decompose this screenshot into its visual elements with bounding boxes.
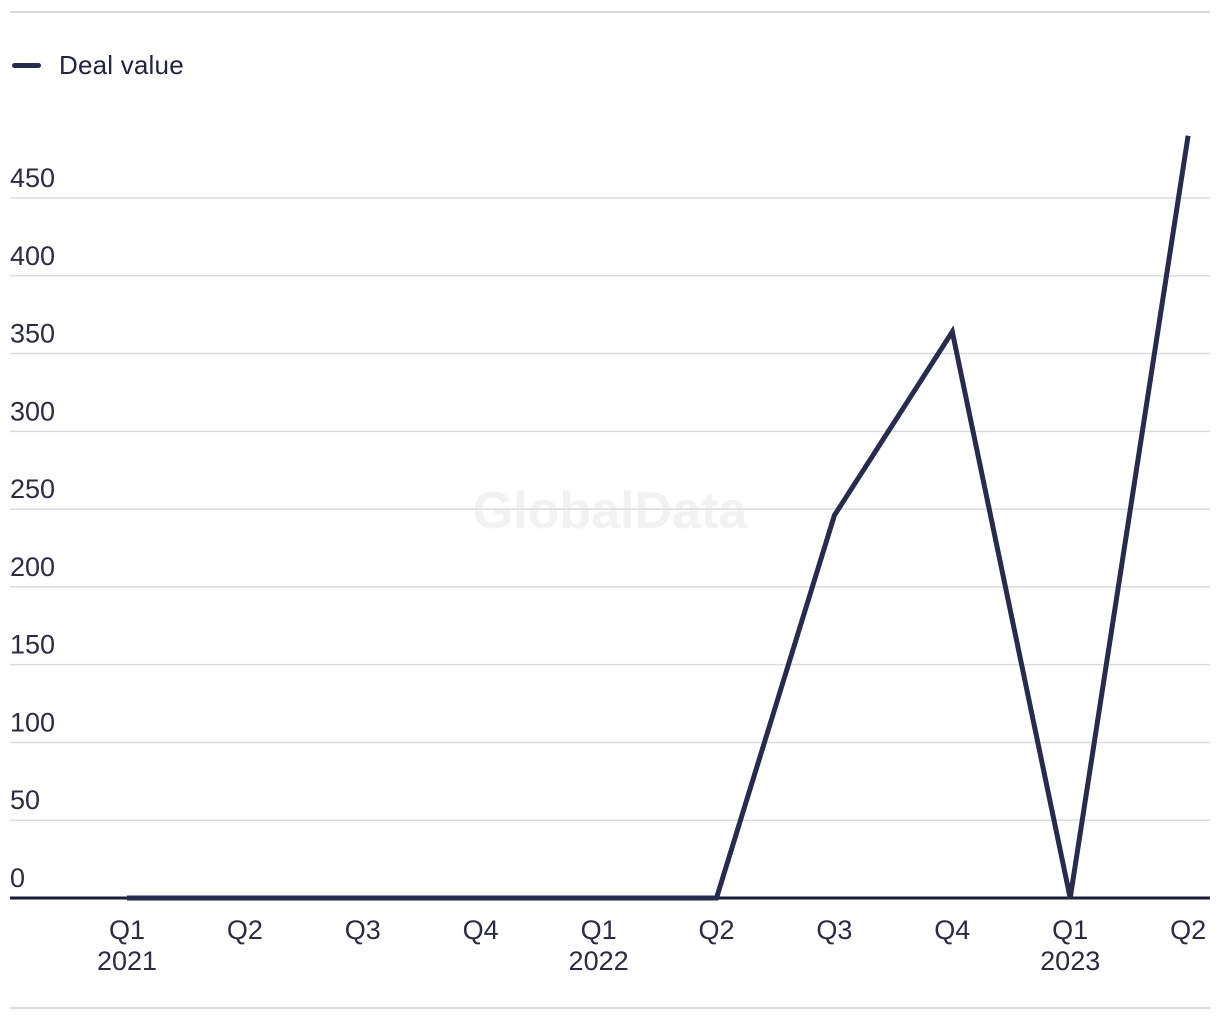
x-tick-label: Q1 (109, 915, 145, 945)
x-year-label: 2021 (97, 946, 157, 976)
y-tick-label: 0 (10, 863, 25, 893)
y-tick-label: 350 (10, 319, 55, 349)
x-year-label: 2022 (569, 946, 629, 976)
legend-item-deal-value[interactable]: Deal value (12, 50, 184, 81)
legend-line-marker-icon (12, 62, 41, 68)
legend-label: Deal value (59, 49, 184, 80)
y-tick-label: 50 (10, 785, 40, 815)
x-tick-label: Q2 (1170, 915, 1206, 945)
x-tick-label: Q4 (463, 915, 499, 945)
y-tick-label: 400 (10, 241, 55, 271)
legend: Deal value (12, 50, 184, 80)
x-tick-label: Q2 (698, 915, 734, 945)
bottom-divider (10, 1007, 1210, 1009)
x-tick-label: Q1 (1052, 915, 1088, 945)
y-tick-label: 150 (10, 630, 55, 660)
x-tick-label: Q3 (816, 915, 852, 945)
y-tick-label: 300 (10, 396, 55, 426)
y-tick-label: 450 (10, 163, 55, 193)
top-divider (10, 11, 1210, 13)
y-tick-label: 100 (10, 707, 55, 737)
x-tick-label: Q2 (227, 915, 263, 945)
watermark: GlobalData (473, 482, 749, 540)
x-tick-label: Q4 (934, 915, 970, 945)
x-tick-label: Q1 (581, 915, 617, 945)
deal-value-line (127, 135, 1191, 901)
x-year-label: 2023 (1040, 946, 1100, 976)
y-tick-label: 250 (10, 474, 55, 504)
y-tick-label: 200 (10, 552, 55, 582)
x-tick-label: Q3 (345, 915, 381, 945)
